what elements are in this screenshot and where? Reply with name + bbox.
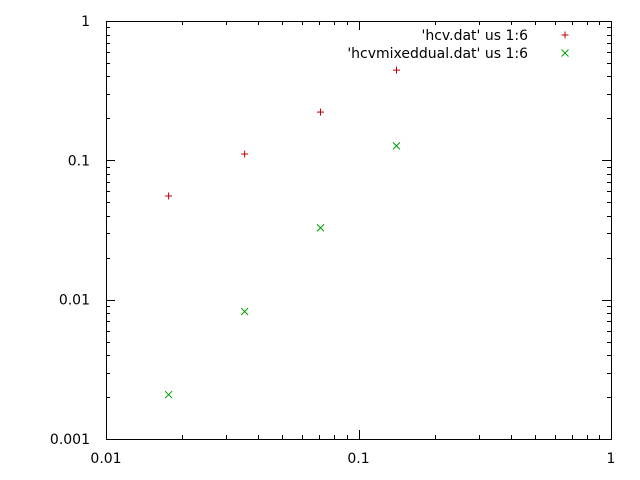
y-tick-label: 0.001 xyxy=(50,432,90,448)
data-point xyxy=(316,108,324,116)
legend-marker xyxy=(561,31,569,39)
legend: 'hcv.dat' us 1:6 'hcvmixeddual.dat' us 1:… xyxy=(347,28,569,62)
data-point xyxy=(165,192,173,200)
series-1 xyxy=(165,66,400,200)
legend-label: 'hcv.dat' us 1:6 xyxy=(422,28,529,44)
x-tick-label: 0.01 xyxy=(90,451,121,467)
x-tick-label: 1 xyxy=(607,451,616,467)
legend-marker xyxy=(561,49,569,57)
y-tick-label: 0.1 xyxy=(68,153,90,169)
plot-frame xyxy=(106,21,612,440)
data-point xyxy=(392,66,400,74)
axis-ticks xyxy=(106,21,612,440)
data-point xyxy=(392,142,401,150)
legend-label: 'hcvmixeddual.dat' us 1:6 xyxy=(347,46,528,62)
data-point xyxy=(240,307,249,316)
series-2 xyxy=(164,142,401,399)
data-point xyxy=(241,150,249,158)
y-tick-label: 1 xyxy=(81,14,90,30)
x-tick-label: 0.1 xyxy=(347,451,369,467)
y-tick-label: 0.01 xyxy=(59,293,90,309)
data-point xyxy=(164,390,173,399)
data-point xyxy=(316,223,325,232)
data-points xyxy=(164,66,401,399)
